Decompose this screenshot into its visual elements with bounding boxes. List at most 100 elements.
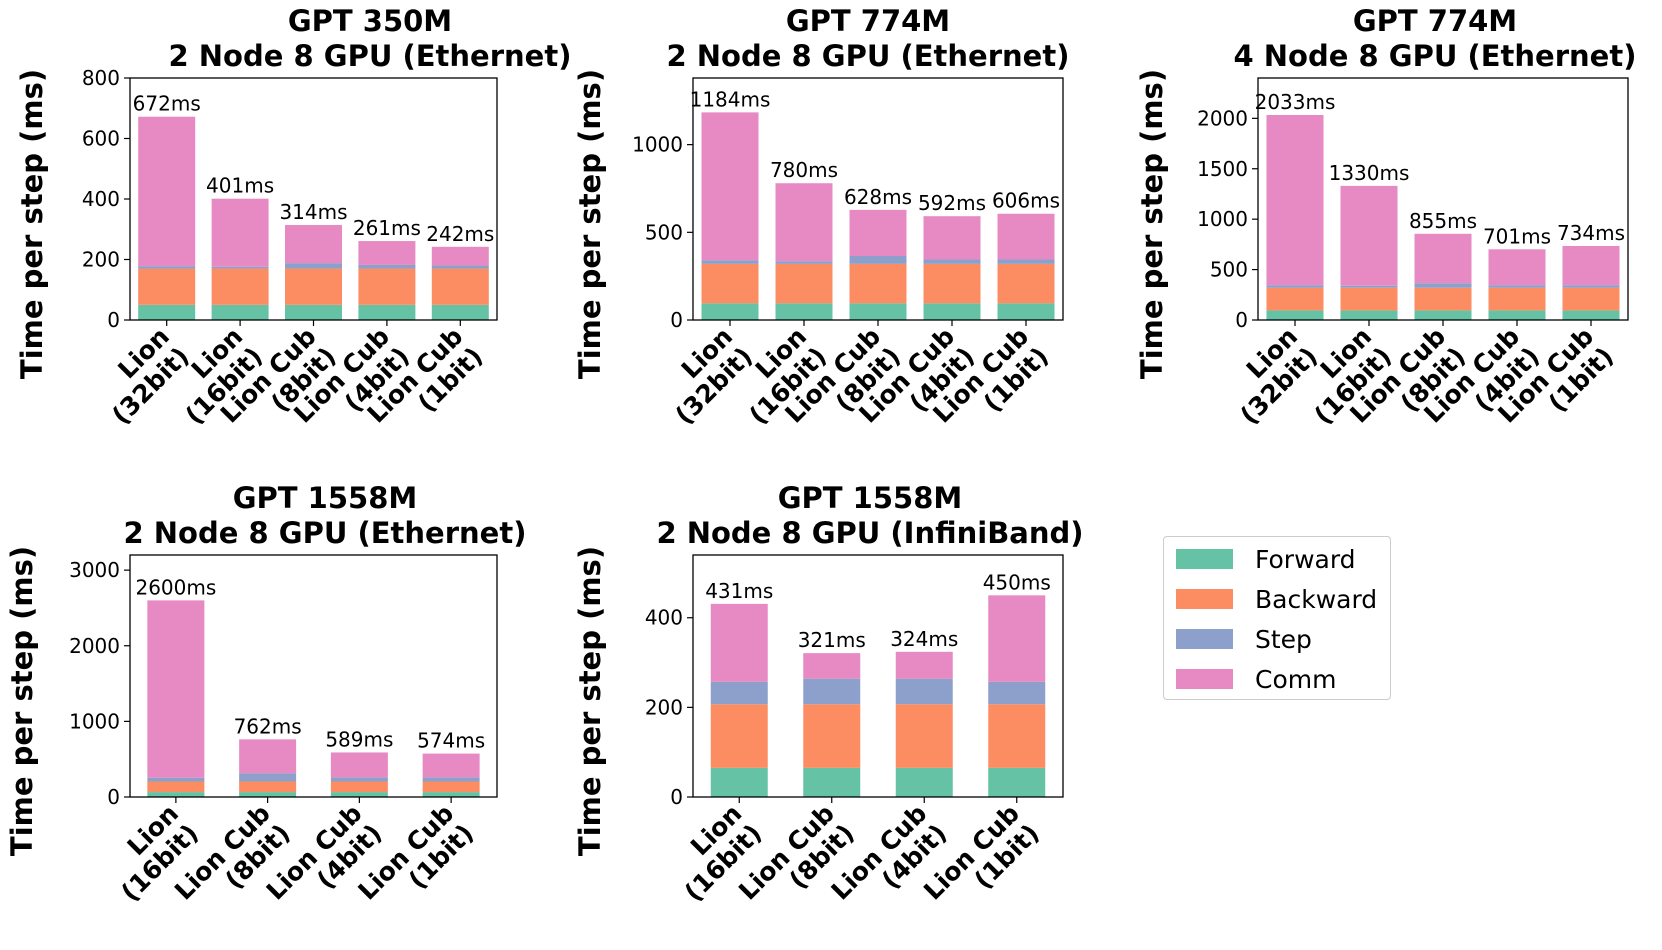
bar-segment-comm — [285, 225, 342, 264]
legend-label-forward: Forward — [1255, 544, 1356, 574]
x-tick-label: Lion Cub(4bit) — [261, 799, 388, 926]
bar-segment-step — [431, 265, 489, 269]
legend-label-comm: Comm — [1255, 664, 1337, 694]
bar-segment-forward — [701, 303, 759, 320]
bar-segment-forward — [775, 303, 833, 320]
bar-segment-comm — [997, 213, 1055, 260]
chart-title-line-1: GPT 350M — [288, 4, 452, 38]
y-tick-label: 400 — [82, 187, 120, 211]
y-axis-label: Time per step (ms) — [5, 546, 39, 856]
bar-segment-forward — [285, 304, 342, 320]
bar-segment-step — [1414, 283, 1472, 288]
bar-segment-comm — [895, 651, 953, 679]
bar-segment-forward — [997, 303, 1055, 320]
bar-segment-step — [923, 259, 981, 264]
legend-label-backward: Backward — [1255, 584, 1378, 614]
bar-segment-step — [358, 264, 416, 269]
bar-segment-step — [1266, 285, 1324, 288]
bar-segment-forward — [988, 767, 1046, 797]
x-tick-label: Lion Cub(8bit) — [733, 799, 860, 926]
bar-segment-step — [803, 678, 861, 705]
y-tick-label: 200 — [82, 248, 120, 272]
bar-total-label: 450ms — [983, 570, 1051, 594]
bar-segment-backward — [710, 704, 768, 768]
bar-segment-backward — [1414, 287, 1472, 311]
bar-segment-backward — [431, 268, 489, 305]
plot-frame — [692, 554, 1064, 798]
bar-segment-backward — [1562, 287, 1620, 311]
bar-segment-comm — [211, 198, 269, 267]
y-axis-label: Time per step (ms) — [15, 69, 49, 379]
y-tick-label: 1000 — [69, 709, 120, 733]
bar-segment-forward — [431, 304, 489, 320]
bar-segment-comm — [1488, 249, 1546, 286]
x-tick-label: Lion(32bit) — [1215, 322, 1323, 430]
legend-swatch-comm — [1176, 669, 1233, 689]
plot-frame — [1257, 77, 1629, 321]
bar-total-label: 592ms — [918, 191, 986, 215]
chart-title-line-1: GPT 1558M — [778, 481, 963, 515]
y-axis-label: Time per step (ms) — [573, 546, 607, 856]
bar-segment-forward — [330, 792, 388, 797]
bar-segment-forward — [147, 792, 205, 797]
bar-segment-backward — [1488, 287, 1546, 311]
bar-total-label: 1184ms — [690, 87, 771, 111]
x-tick-label: Lion Cub(4bit) — [826, 799, 953, 926]
x-tick-label: Lion Cub(1bit) — [918, 799, 1045, 926]
chart-title-line-2: 2 Node 8 GPU (Ethernet) — [124, 516, 527, 550]
bar-total-label: 1330ms — [1329, 161, 1410, 185]
bar-total-label: 628ms — [844, 185, 912, 209]
bar-segment-backward — [923, 263, 981, 304]
bar-segment-step — [422, 777, 480, 782]
y-tick-label: 3000 — [69, 558, 120, 582]
bar-segment-forward — [239, 792, 297, 797]
legend-swatch-step — [1176, 629, 1233, 649]
bar-segment-backward — [358, 268, 416, 305]
bar-segment-step — [710, 681, 768, 705]
bar-segment-forward — [358, 304, 416, 320]
bar-segment-comm — [1340, 185, 1398, 286]
x-tick-label: Lion(32bit) — [650, 322, 758, 430]
bar-segment-comm — [849, 209, 907, 256]
legend-item-backward: Backward — [1176, 584, 1378, 614]
chart-title-line-2: 2 Node 8 GPU (InfiniBand) — [656, 516, 1083, 550]
bar-segment-step — [701, 260, 759, 264]
plot-frame — [129, 554, 498, 798]
x-tick-label: Lion Cub(1bit) — [352, 799, 479, 926]
chart-title-line-2: 2 Node 8 GPU (Ethernet) — [169, 39, 572, 73]
y-tick-label: 0 — [670, 308, 683, 332]
bar-segment-comm — [1266, 115, 1324, 286]
bar-total-label: 734ms — [1557, 221, 1625, 245]
y-tick-label: 1500 — [1197, 157, 1248, 181]
bar-total-label: 780ms — [770, 158, 838, 182]
bar-segment-forward — [849, 303, 907, 320]
bar-segment-comm — [701, 112, 759, 261]
bar-segment-comm — [1562, 245, 1620, 286]
bar-segment-step — [895, 678, 953, 705]
bar-segment-step — [997, 259, 1055, 264]
bar-segment-forward — [923, 303, 981, 320]
bar-total-label: 855ms — [1409, 209, 1477, 233]
bar-segment-step — [211, 266, 269, 269]
bar-total-label: 574ms — [417, 729, 485, 753]
bar-total-label: 2033ms — [1255, 90, 1336, 114]
plot-frame — [692, 77, 1064, 321]
bar-segment-backward — [849, 263, 907, 304]
bar-segment-backward — [997, 263, 1055, 304]
x-tick-label: Lion(32bit) — [87, 322, 195, 430]
bar-segment-backward — [895, 704, 953, 768]
bar-segment-forward — [1414, 310, 1472, 320]
bar-total-label: 321ms — [798, 628, 866, 652]
bar-segment-step — [849, 255, 907, 264]
y-axis-label: Time per step (ms) — [1135, 69, 1169, 379]
bar-segment-comm — [803, 653, 861, 679]
bar-segment-forward — [1266, 310, 1324, 320]
bar-segment-forward — [1340, 310, 1398, 320]
bar-segment-step — [1562, 285, 1620, 288]
y-tick-label: 0 — [107, 308, 120, 332]
bar-segment-backward — [803, 704, 861, 768]
bar-segment-backward — [988, 704, 1046, 768]
bar-total-label: 314ms — [279, 200, 347, 224]
chart-title-line-2: 4 Node 8 GPU (Ethernet) — [1234, 39, 1637, 73]
